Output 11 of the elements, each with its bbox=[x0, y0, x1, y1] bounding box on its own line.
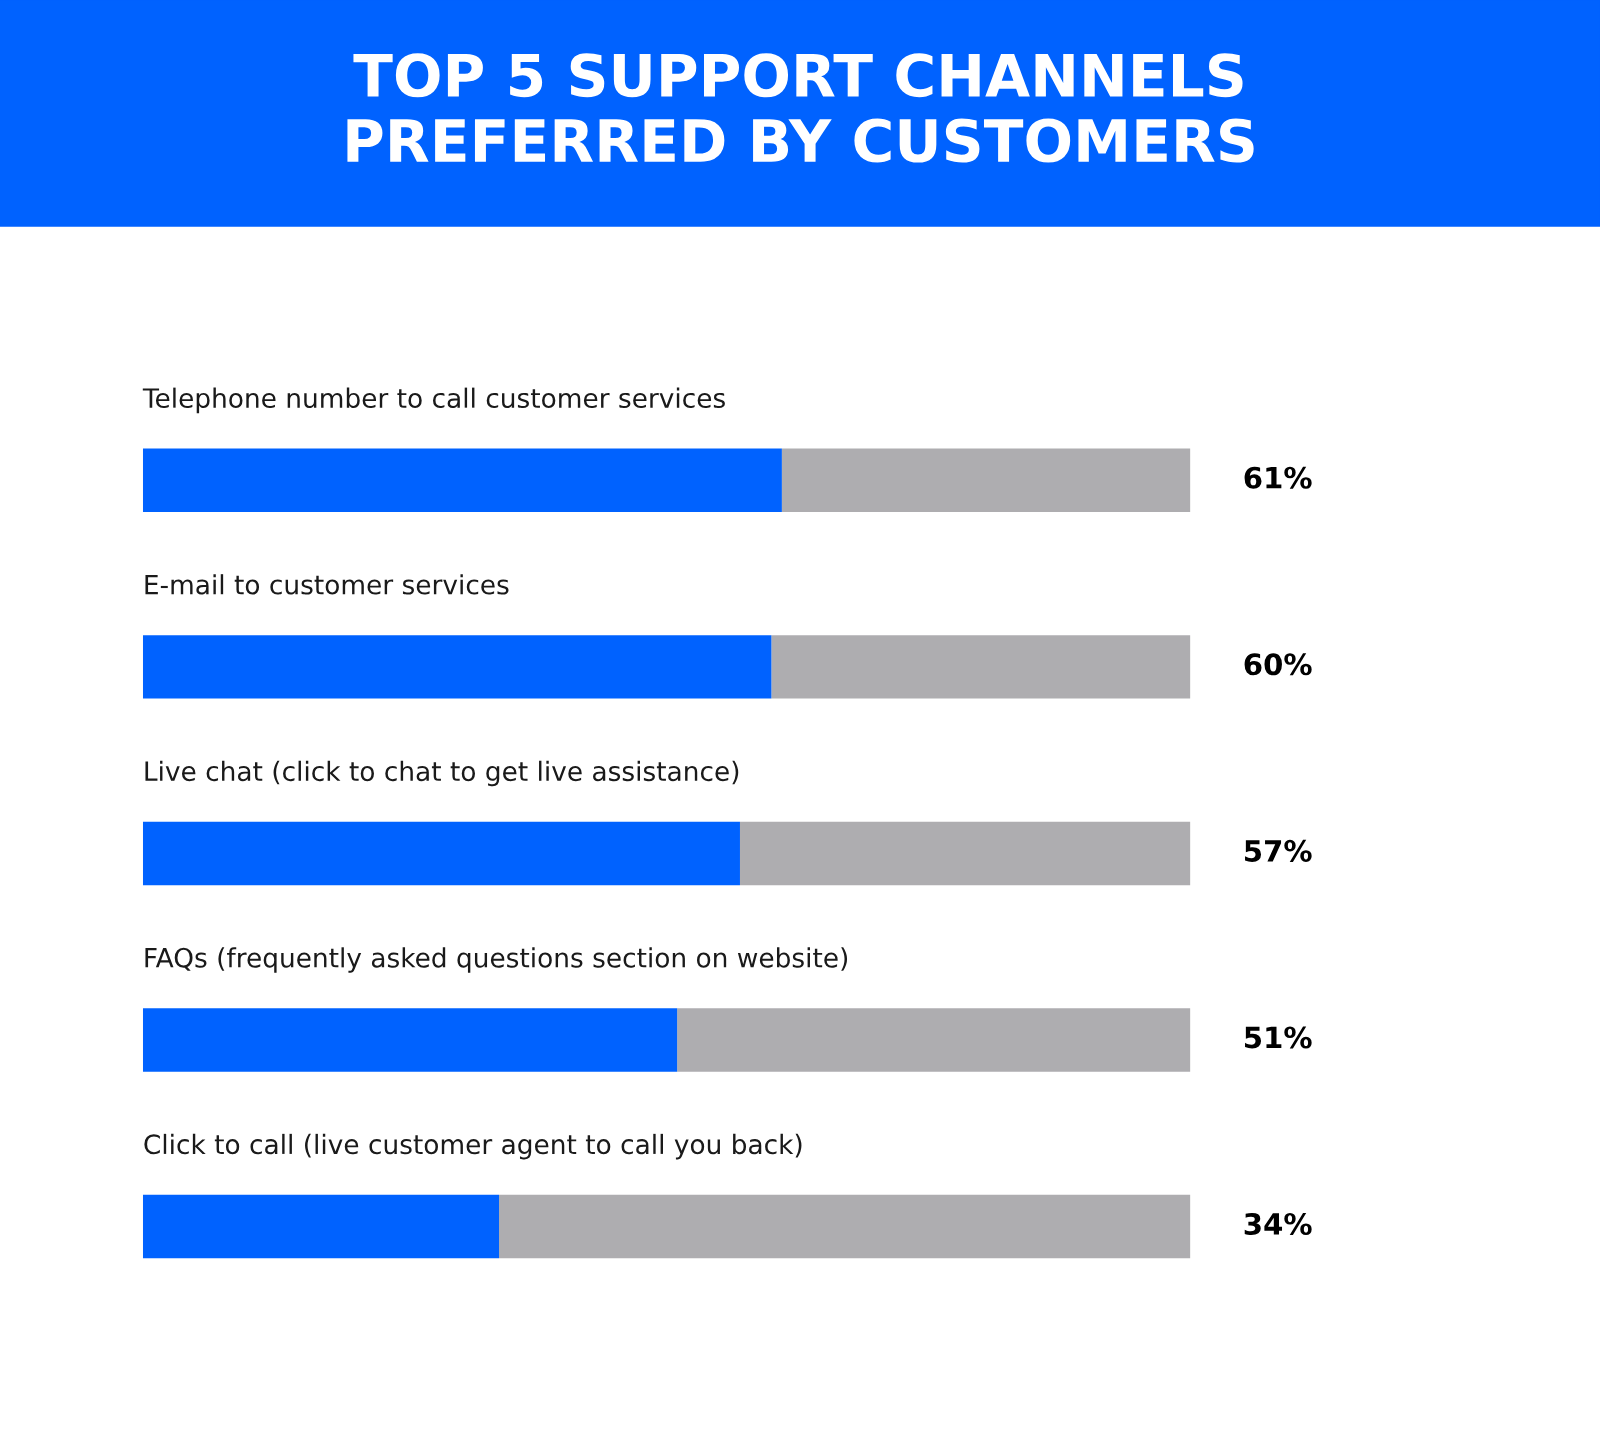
data-label: 34% bbox=[1244, 1212, 1312, 1236]
y-tick-label: Click to call (live customer agent to call you back) bbox=[144, 1133, 802, 1160]
y-tick-label: E-mail to customer services bbox=[145, 574, 509, 595]
y-tick-label: FAQs (frequently asked questions section on website) bbox=[145, 947, 848, 973]
data-label: 51% bbox=[1245, 1026, 1312, 1049]
data-label: 60% bbox=[1244, 653, 1312, 676]
chart-title: TOP 5 SUPPORT CHANNELS PREFERRED BY CUSTOMERS bbox=[347, 53, 1254, 163]
data-label: 61% bbox=[1244, 466, 1312, 489]
y-tick-label: Live chat (click to chat to get live assistance) bbox=[145, 760, 739, 787]
data-label: 57% bbox=[1245, 839, 1312, 862]
y-tick-label: Telephone number to call customer services bbox=[142, 387, 725, 414]
